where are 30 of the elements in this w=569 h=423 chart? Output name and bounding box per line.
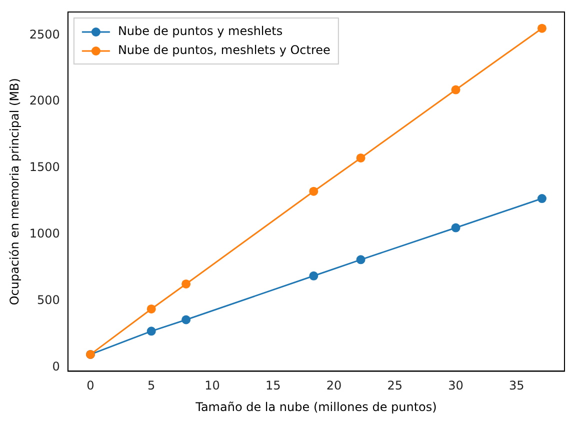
point (356, 255, 366, 264)
x-tick-label: 30 (448, 378, 464, 393)
point (182, 279, 191, 288)
x-tick-label: 25 (387, 378, 403, 393)
y-tick-label: 2000 (29, 94, 60, 108)
point (537, 194, 546, 204)
x-tick-label: 0 (86, 378, 94, 393)
y-tick-label: 1000 (29, 226, 60, 241)
point (537, 24, 546, 33)
point (451, 85, 460, 94)
y-tick-label: 0 (52, 360, 60, 374)
point (146, 304, 156, 314)
legend-label: Nube de puntos, meshlets y Octree (118, 43, 330, 58)
point (182, 315, 191, 324)
point (309, 186, 318, 196)
point (309, 271, 318, 280)
x-tick-label: 15 (265, 378, 281, 393)
y-tick-label: 1500 (29, 160, 60, 174)
x-tick-label: 35 (509, 378, 524, 393)
y-axis-title: Ocupación en memoria principal (MB) (7, 78, 22, 306)
legend-label: Nube de puntos y meshlets (118, 24, 283, 38)
point (451, 223, 460, 232)
y-tick-label: 2500 (29, 27, 60, 42)
x-tick-label: 20 (326, 378, 342, 393)
x-tick-label: 5 (148, 378, 156, 393)
y-tick-label: 500 (37, 293, 60, 308)
x-axis-title: Tamaño de la nube (millones de puntos) (194, 400, 437, 414)
point (146, 326, 156, 336)
point (356, 153, 366, 162)
x-tick-label: 10 (204, 378, 220, 393)
